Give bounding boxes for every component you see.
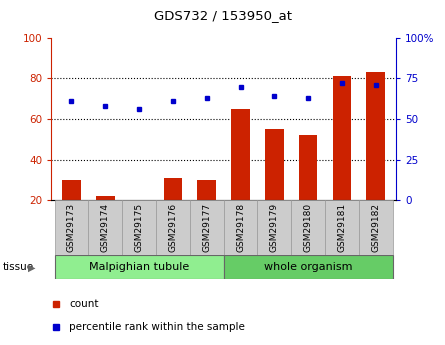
Text: GDS732 / 153950_at: GDS732 / 153950_at bbox=[154, 9, 291, 22]
Text: GSM29177: GSM29177 bbox=[202, 203, 211, 252]
Bar bbox=[367, 72, 385, 200]
FancyBboxPatch shape bbox=[55, 200, 89, 255]
Text: GSM29178: GSM29178 bbox=[236, 203, 245, 252]
Text: GSM29182: GSM29182 bbox=[371, 203, 380, 252]
FancyBboxPatch shape bbox=[55, 255, 224, 279]
FancyBboxPatch shape bbox=[190, 200, 224, 255]
Text: GSM29175: GSM29175 bbox=[134, 203, 144, 252]
Text: GSM29181: GSM29181 bbox=[337, 203, 347, 252]
Text: percentile rank within the sample: percentile rank within the sample bbox=[69, 322, 245, 332]
FancyBboxPatch shape bbox=[89, 200, 122, 255]
Text: GSM29176: GSM29176 bbox=[168, 203, 178, 252]
Text: GSM29174: GSM29174 bbox=[101, 203, 110, 252]
Text: count: count bbox=[69, 299, 99, 309]
Text: whole organism: whole organism bbox=[264, 263, 352, 272]
Bar bbox=[62, 180, 81, 200]
Text: Malpighian tubule: Malpighian tubule bbox=[89, 263, 189, 272]
FancyBboxPatch shape bbox=[359, 200, 392, 255]
FancyBboxPatch shape bbox=[224, 200, 257, 255]
Bar bbox=[299, 135, 317, 200]
Bar bbox=[96, 196, 114, 200]
FancyBboxPatch shape bbox=[156, 200, 190, 255]
Text: GSM29180: GSM29180 bbox=[303, 203, 313, 252]
Text: GSM29179: GSM29179 bbox=[270, 203, 279, 252]
Text: tissue: tissue bbox=[2, 263, 33, 272]
FancyBboxPatch shape bbox=[224, 255, 392, 279]
Text: ▶: ▶ bbox=[28, 263, 36, 272]
FancyBboxPatch shape bbox=[257, 200, 291, 255]
Bar bbox=[164, 178, 182, 200]
FancyBboxPatch shape bbox=[291, 200, 325, 255]
Bar bbox=[198, 180, 216, 200]
Text: GSM29173: GSM29173 bbox=[67, 203, 76, 252]
Bar bbox=[265, 129, 283, 200]
Bar bbox=[333, 77, 351, 200]
FancyBboxPatch shape bbox=[122, 200, 156, 255]
FancyBboxPatch shape bbox=[325, 200, 359, 255]
Bar bbox=[231, 109, 250, 200]
